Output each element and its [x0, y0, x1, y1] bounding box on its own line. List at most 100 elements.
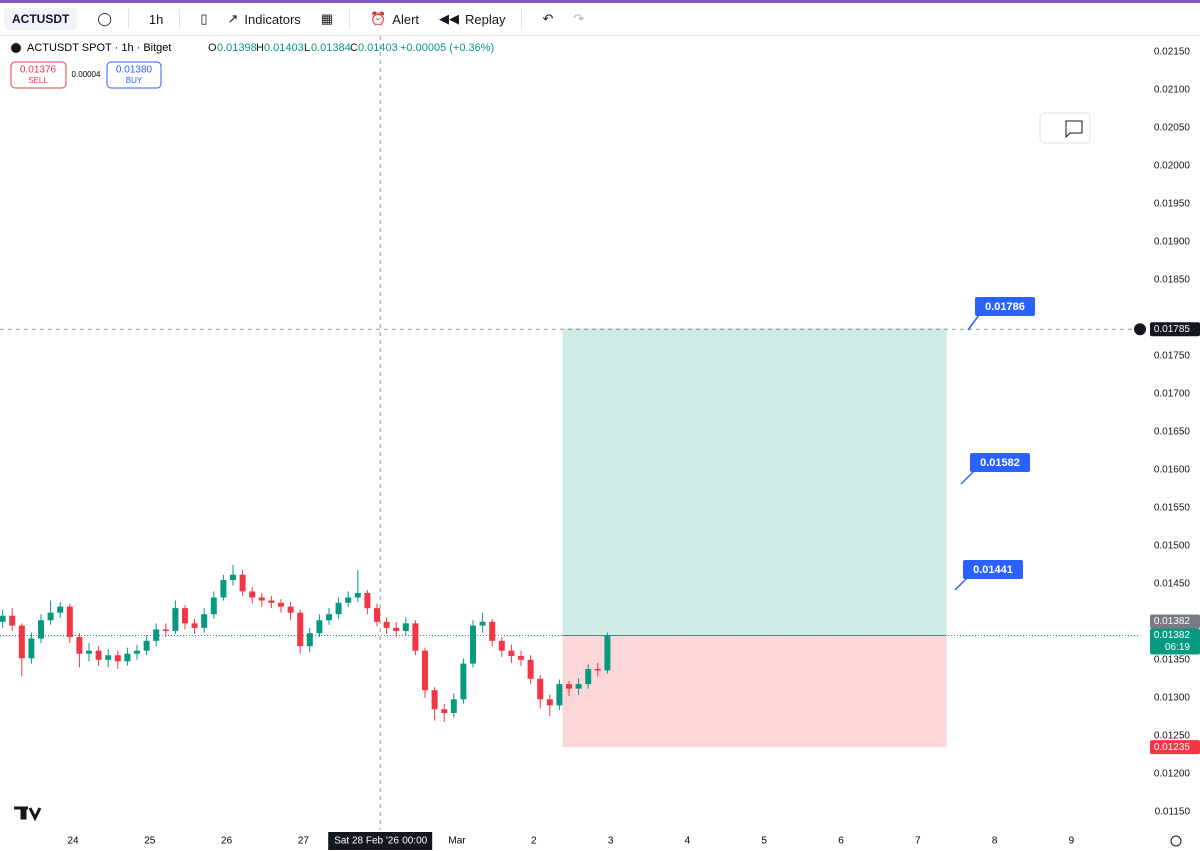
candle-body	[383, 621, 390, 628]
separator	[521, 9, 523, 29]
candle-body	[604, 635, 611, 671]
annotation-label: 0.01582	[980, 457, 1020, 469]
chart-type-button[interactable]: ▯	[200, 11, 208, 26]
candle-body	[326, 614, 332, 621]
crosshair-plus	[1134, 323, 1146, 336]
candle-body	[278, 602, 284, 607]
buy-label: BUY	[126, 76, 143, 85]
y-tick-label: 0.02100	[1154, 85, 1191, 96]
crosshair-time-badge	[328, 832, 433, 850]
y-tick-label: 0.01350	[1154, 654, 1191, 665]
candle-body	[422, 650, 428, 691]
candle-body	[316, 620, 323, 634]
ohlc-value: 0.01384	[311, 42, 351, 54]
candle-body	[9, 615, 16, 626]
plot: 0.02150 0.02100 0.02050 0.02000 0.01950 0.019…	[0, 36, 1200, 847]
overlay: 0.01786 0.01582 0.01441 0.01785 0.01382 0.013…	[328, 297, 1200, 850]
undo-button[interactable]: ↶	[542, 11, 554, 26]
icon: ◀◀	[439, 11, 460, 26]
y-tick-label: 0.01850	[1154, 275, 1191, 286]
candle-body	[335, 602, 342, 615]
candle-body	[575, 684, 582, 689]
ohlc-label: H	[256, 42, 264, 54]
price-badge-label: 0.01382	[1154, 616, 1191, 627]
x-tick-label: 4	[685, 836, 691, 847]
price-badge	[1150, 322, 1200, 337]
sell-label: SELL	[28, 76, 48, 85]
sell-price: 0.01376	[20, 65, 57, 76]
symbol-icon	[11, 43, 21, 53]
annotation-leader	[954, 577, 968, 591]
separator	[349, 9, 351, 29]
candle-body	[86, 650, 92, 654]
price-badge	[1150, 614, 1200, 629]
compare-button[interactable]: ◯	[97, 11, 112, 26]
separator	[179, 9, 181, 29]
interval-button[interactable]: 1h	[148, 11, 164, 27]
candle-body	[124, 653, 131, 662]
trade-buttons: 0.01376 SELL 0.00004 0.01380 BUY	[10, 61, 162, 89]
logo	[14, 806, 42, 822]
candle-body	[518, 656, 524, 660]
spread: 0.00004	[72, 70, 101, 79]
ohlc-value: 0.01403	[358, 42, 398, 54]
candle-body	[153, 629, 160, 641]
sell-button[interactable]	[10, 61, 67, 89]
settings-button[interactable]	[1170, 835, 1182, 847]
symbol-button[interactable]: ACTUSDT	[4, 8, 78, 30]
y-tick-label: 0.02050	[1154, 123, 1191, 134]
candle-body	[162, 629, 169, 631]
candle-body	[287, 606, 294, 613]
buy-button[interactable]	[106, 61, 162, 89]
candle-body	[527, 659, 534, 679]
target-zone	[562, 328, 947, 636]
y-tick-label: 0.02000	[1154, 161, 1191, 172]
y-tick-label: 0.01450	[1154, 578, 1191, 589]
annotation-label: 0.01441	[973, 564, 1013, 576]
replay-button[interactable]: ◀◀ Replay	[439, 11, 505, 27]
stop-zone	[562, 635, 947, 748]
ohlc-label: C	[350, 42, 358, 54]
alert-button[interactable]: ⏰ Alert	[370, 11, 419, 27]
legend: ACTUSDT SPOT · 1h · Bitget O 0.01398 H 0…	[11, 42, 494, 54]
y-tick-label: 0.01200	[1154, 768, 1191, 779]
ohlc-value: 0.01403	[264, 42, 304, 54]
x-tick-label: 6	[838, 836, 844, 847]
candle-body	[191, 623, 198, 628]
candle-body	[498, 640, 505, 651]
x-tick-label: 7	[915, 836, 921, 847]
candle-body	[412, 623, 419, 651]
x-tick-label: 25	[144, 836, 156, 847]
price-badge-label: 0.01785	[1154, 324, 1191, 335]
annotation-label: 0.01786	[985, 301, 1025, 313]
candle-body	[450, 699, 457, 713]
ohlc-label: O	[208, 42, 217, 54]
indicators-button[interactable]: ↗ Indicators	[228, 11, 301, 27]
icon: ↗	[227, 11, 239, 26]
comment-button[interactable]	[1065, 120, 1083, 139]
change: +0.00005 (+0.36%)	[400, 42, 494, 54]
annotation-box	[970, 453, 1030, 472]
x-tick-label: 5	[761, 836, 767, 847]
ohlc-value: 0.01398	[217, 42, 257, 54]
x-tick-label: 2	[531, 836, 537, 847]
candle-body	[556, 684, 563, 706]
y-tick-label: 0.02150	[1154, 47, 1191, 58]
candle-body	[258, 597, 265, 601]
annotation-leader	[960, 470, 975, 485]
candle-body	[585, 668, 592, 685]
redo-button[interactable]: ↷	[573, 11, 585, 26]
layouts-button[interactable]: ▦	[320, 11, 334, 26]
label: Alert	[392, 11, 420, 27]
candle-body	[38, 620, 44, 639]
candle-body	[479, 621, 486, 626]
x-tick-label: 26	[221, 836, 233, 847]
y-tick-label: 0.01550	[1154, 502, 1191, 513]
candle-body	[470, 625, 476, 664]
candle-body	[57, 606, 64, 613]
x-tick-label: 24	[67, 836, 79, 847]
candle-body	[114, 655, 121, 662]
toolbar: ACTUSDT ◯ 1h ▯ ↗ Indicators ▦ ⏰ Alert ◀◀ Re…	[0, 0, 1200, 36]
candle-body	[460, 663, 467, 700]
